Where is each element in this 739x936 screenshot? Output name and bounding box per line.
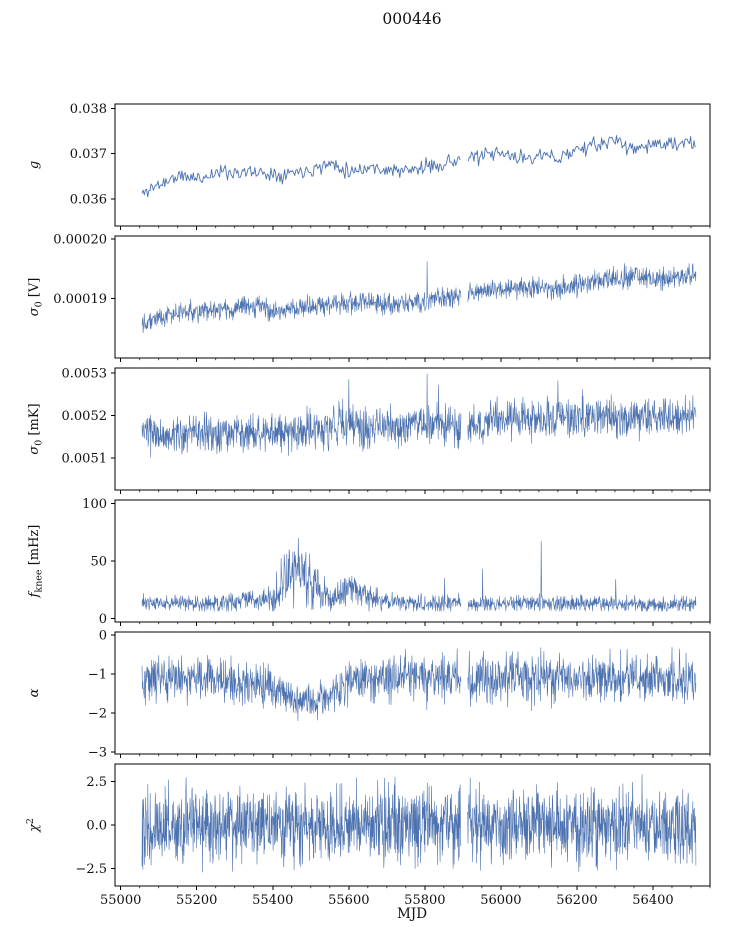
y-tick-label: 2.5 bbox=[86, 775, 107, 790]
series-fknee bbox=[467, 541, 697, 612]
series-gain bbox=[467, 135, 696, 167]
y-axis-label: g bbox=[27, 161, 42, 169]
panel-fknee: 0 50 100 fknee [mHz] bbox=[27, 497, 711, 627]
panel-sigma0-mk: 0.0051 0.0052 0.0053 σ0 [mK] bbox=[27, 367, 711, 494]
x-tick-label: 55200 bbox=[176, 893, 217, 908]
y-tick-label: 0.0053 bbox=[62, 367, 108, 382]
y-axis-label: χ2 bbox=[25, 818, 42, 833]
x-tick-label: 55600 bbox=[328, 893, 369, 908]
series-sigma0-mk bbox=[467, 380, 697, 445]
series-chi2 bbox=[141, 776, 462, 873]
y-axis-label: fknee [mHz] bbox=[27, 525, 45, 599]
y-tick-label: 100 bbox=[82, 497, 107, 512]
panel-frame bbox=[114, 631, 711, 755]
y-axis-label: σ0 [mK] bbox=[27, 403, 45, 454]
y-axis-label: σ0 [V] bbox=[27, 278, 45, 317]
series-chi2 bbox=[467, 774, 697, 873]
y-tick-label: 0.036 bbox=[70, 192, 107, 207]
x-tick-label: 55400 bbox=[252, 893, 293, 908]
y-tick-label: −2 bbox=[88, 707, 107, 722]
panel-frame bbox=[114, 367, 711, 491]
y-tick-label: 0.00020 bbox=[53, 232, 107, 247]
y-tick-label: −2.5 bbox=[75, 862, 107, 877]
series-sigma0-mk bbox=[141, 373, 462, 458]
x-tick-label: 55800 bbox=[404, 893, 445, 908]
panel-alpha: 0 −1 −2 −3 α bbox=[27, 629, 711, 761]
y-tick-label: 0 bbox=[99, 629, 107, 644]
y-tick-label: 0.038 bbox=[70, 102, 107, 117]
panel-frame bbox=[114, 235, 711, 359]
panel-sigma0-volts: 0.00019 0.00020 σ0 [V] bbox=[27, 232, 711, 362]
y-tick-label: 0.0052 bbox=[62, 409, 108, 424]
panel-frame bbox=[114, 103, 711, 227]
y-axis-label: α bbox=[27, 688, 42, 697]
x-axis-label: MJD bbox=[397, 906, 427, 922]
y-tick-label: 0.0 bbox=[86, 819, 107, 834]
series-sigma0-volts bbox=[467, 263, 697, 303]
x-tick-label: 56400 bbox=[632, 893, 673, 908]
series-gain bbox=[141, 154, 461, 198]
x-tick-label: 56000 bbox=[480, 893, 521, 908]
y-tick-label: 0.00019 bbox=[53, 292, 107, 307]
y-tick-label: −3 bbox=[88, 746, 107, 761]
y-tick-label: 50 bbox=[90, 555, 107, 570]
series-fknee bbox=[141, 537, 462, 612]
y-tick-label: −1 bbox=[88, 668, 107, 683]
y-tick-label: 0.037 bbox=[70, 147, 107, 162]
y-tick-label: 0 bbox=[99, 612, 107, 627]
series-alpha bbox=[141, 648, 462, 722]
y-tick-label: 0.0051 bbox=[62, 452, 108, 467]
panel-chi2: −2.5 0.0 2.5 55000 55200 55400 55600 55800 56000… bbox=[25, 763, 711, 908]
panel-gain: 0.036 0.037 0.038 g bbox=[27, 102, 711, 230]
series-sigma0-volts bbox=[141, 261, 462, 334]
x-tick-label: 56200 bbox=[556, 893, 597, 908]
series-alpha bbox=[467, 646, 697, 712]
x-tick-label: 55000 bbox=[100, 893, 141, 908]
figure-title: 000446 bbox=[382, 10, 441, 28]
